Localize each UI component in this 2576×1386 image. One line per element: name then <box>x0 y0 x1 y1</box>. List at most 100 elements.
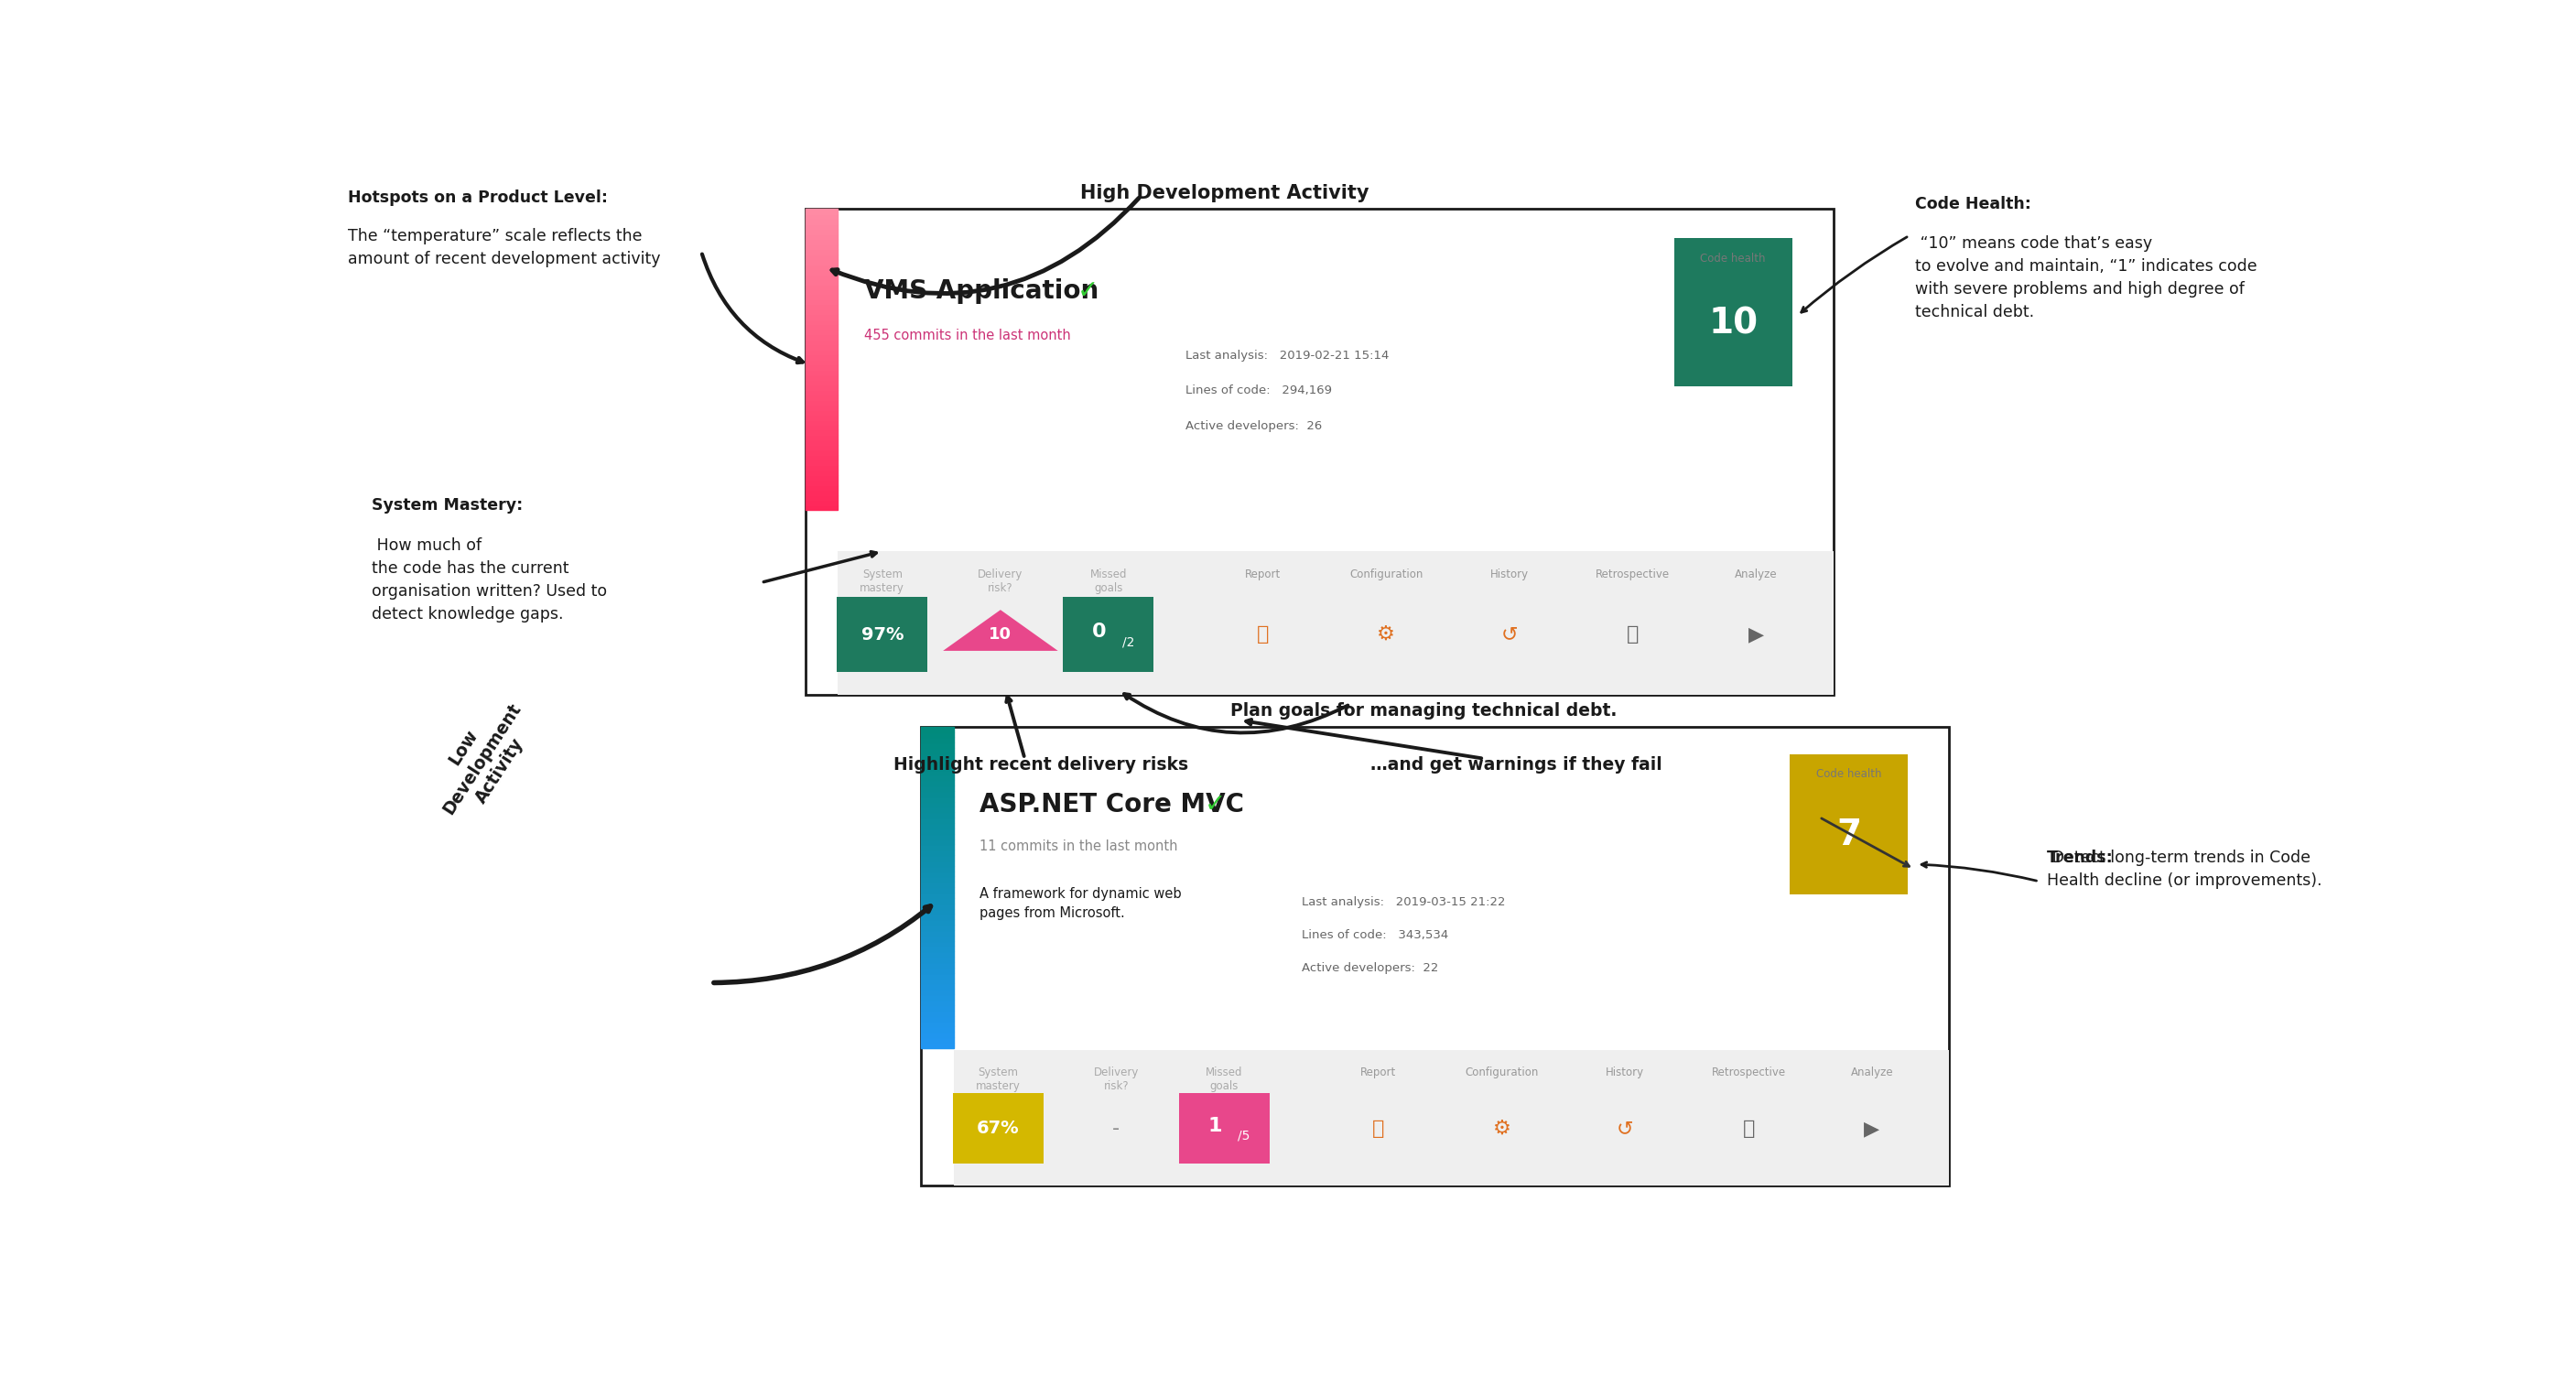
Text: Delivery
risk?: Delivery risk? <box>979 568 1023 595</box>
Text: Last analysis:   2019-02-21 15:14: Last analysis: 2019-02-21 15:14 <box>1185 349 1388 362</box>
Bar <box>806 485 837 491</box>
Text: 0: 0 <box>1092 622 1108 640</box>
Bar <box>922 829 953 834</box>
Text: 455 commits in the last month: 455 commits in the last month <box>863 328 1072 342</box>
Bar <box>922 818 953 823</box>
Bar <box>922 951 953 956</box>
Bar <box>922 962 953 967</box>
Bar <box>922 812 953 818</box>
Bar <box>922 936 953 941</box>
Bar <box>922 898 953 904</box>
Bar <box>806 460 837 464</box>
Bar <box>806 340 837 345</box>
Text: Code health: Code health <box>1816 768 1880 780</box>
Bar <box>1674 238 1793 387</box>
Text: System
mastery: System mastery <box>860 568 904 595</box>
Bar <box>806 445 837 450</box>
Bar <box>806 305 837 309</box>
Text: Report: Report <box>1360 1066 1396 1078</box>
Bar <box>1064 597 1154 672</box>
Bar <box>922 866 953 872</box>
Bar <box>806 380 837 385</box>
Text: ✓: ✓ <box>1077 279 1097 305</box>
Bar <box>806 274 837 279</box>
Bar <box>922 754 953 758</box>
Bar <box>922 780 953 786</box>
Text: Lines of code:   343,534: Lines of code: 343,534 <box>1301 930 1448 941</box>
Bar <box>837 597 927 672</box>
Bar <box>922 1027 953 1031</box>
Bar <box>806 269 837 274</box>
Bar <box>806 265 837 269</box>
Bar <box>806 345 837 349</box>
Bar <box>806 420 837 424</box>
Text: Detect long-term trends in Code
Health decline (or improvements).: Detect long-term trends in Code Health d… <box>2048 850 2321 888</box>
Text: ⏮: ⏮ <box>1625 625 1638 643</box>
Bar <box>806 395 837 399</box>
Bar <box>922 893 953 898</box>
Bar <box>922 732 953 737</box>
Bar <box>806 480 837 485</box>
Bar <box>922 786 953 791</box>
Text: ⚙: ⚙ <box>1378 625 1396 643</box>
Text: ⚙: ⚙ <box>1492 1120 1512 1138</box>
Bar <box>806 455 837 460</box>
Bar <box>806 414 837 420</box>
Text: A framework for dynamic web
pages from Microsoft.: A framework for dynamic web pages from M… <box>979 887 1182 920</box>
Bar <box>806 389 837 395</box>
Bar <box>806 464 837 470</box>
Bar <box>922 930 953 936</box>
Bar <box>922 956 953 962</box>
Bar <box>806 439 837 445</box>
Bar <box>806 324 837 330</box>
Text: Analyze: Analyze <box>1734 568 1777 581</box>
Bar <box>922 844 953 850</box>
Bar <box>922 807 953 812</box>
Bar <box>922 999 953 1005</box>
Bar <box>806 365 837 370</box>
Bar <box>806 299 837 305</box>
Bar <box>922 1010 953 1016</box>
Bar <box>922 1016 953 1021</box>
Text: …and get warnings if they fail: …and get warnings if they fail <box>1370 757 1662 773</box>
Bar <box>806 334 837 340</box>
Bar <box>922 1042 953 1048</box>
Text: 11 commits in the last month: 11 commits in the last month <box>979 839 1177 852</box>
Bar <box>922 726 953 732</box>
Bar <box>922 887 953 893</box>
Text: Missed
goals: Missed goals <box>1090 568 1126 595</box>
Bar <box>806 284 837 290</box>
Bar <box>806 319 837 324</box>
Bar <box>806 450 837 455</box>
Bar <box>922 947 953 951</box>
Text: -: - <box>1113 1120 1121 1138</box>
Bar <box>806 349 837 355</box>
Bar <box>922 909 953 913</box>
Bar <box>837 552 1834 694</box>
Bar <box>806 240 837 244</box>
Text: ▶: ▶ <box>1865 1120 1880 1138</box>
Text: Configuration: Configuration <box>1350 568 1422 581</box>
Bar <box>922 876 953 881</box>
Bar <box>806 330 837 334</box>
Polygon shape <box>943 610 1059 651</box>
Bar <box>922 834 953 839</box>
Bar <box>953 1051 1950 1185</box>
Text: ↺: ↺ <box>1502 625 1517 643</box>
Bar <box>922 1005 953 1010</box>
Bar <box>1180 1094 1270 1164</box>
Text: 📋: 📋 <box>1257 625 1270 643</box>
Bar <box>806 309 837 315</box>
Text: Delivery
risk?: Delivery risk? <box>1095 1066 1139 1092</box>
Bar <box>922 990 953 994</box>
Text: ⏮: ⏮ <box>1741 1120 1754 1138</box>
Bar <box>922 881 953 887</box>
Text: Plan goals for managing technical debt.: Plan goals for managing technical debt. <box>1231 703 1618 719</box>
Bar <box>806 359 837 365</box>
Bar <box>922 1031 953 1037</box>
Bar <box>922 861 953 866</box>
Bar <box>806 229 837 234</box>
Bar <box>806 374 837 380</box>
Text: High Development Activity: High Development Activity <box>1079 184 1368 202</box>
Text: System
mastery: System mastery <box>976 1066 1020 1092</box>
